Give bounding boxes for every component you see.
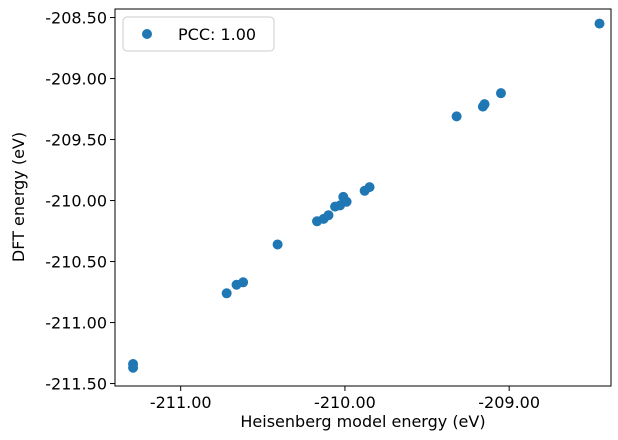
data-point: [272, 239, 283, 250]
y-tick-label: -208.50: [45, 9, 107, 28]
x-tick-label: -209.00: [478, 393, 540, 412]
data-point: [364, 182, 375, 193]
y-tick-label: -211.50: [45, 375, 107, 394]
x-tick-label: -210.00: [314, 393, 376, 412]
data-point: [451, 111, 462, 122]
legend-entry-label: PCC: 1.00: [178, 25, 256, 44]
y-tick-label: -211.00: [45, 314, 107, 333]
x-axis-label: Heisenberg model energy (eV): [240, 412, 485, 431]
y-axis-ticks: -208.50 -209.00 -209.50 -210.00 -210.50 -211.…: [45, 9, 115, 394]
data-point: [594, 18, 605, 29]
y-tick-label: -210.50: [45, 253, 107, 272]
y-tick-label: -210.00: [45, 192, 107, 211]
data-point: [495, 88, 506, 99]
plot-area: [115, 9, 611, 386]
data-point: [341, 196, 352, 207]
x-tick-label: -211.00: [150, 393, 212, 412]
y-tick-label: -209.00: [45, 70, 107, 89]
y-axis-label: DFT energy (eV): [9, 132, 28, 262]
legend-marker: [142, 29, 152, 39]
data-point: [128, 362, 139, 373]
data-point: [479, 99, 490, 110]
legend-box: [122, 16, 275, 52]
legend: PCC: 1.00: [122, 16, 275, 52]
data-point: [221, 288, 232, 299]
x-axis-ticks: -211.00 -210.00 -209.00: [150, 386, 540, 412]
data-point: [323, 210, 334, 221]
data-points: [128, 18, 605, 373]
y-tick-label: -209.50: [45, 131, 107, 150]
plot-frame: [114, 8, 612, 387]
data-point: [238, 277, 249, 288]
